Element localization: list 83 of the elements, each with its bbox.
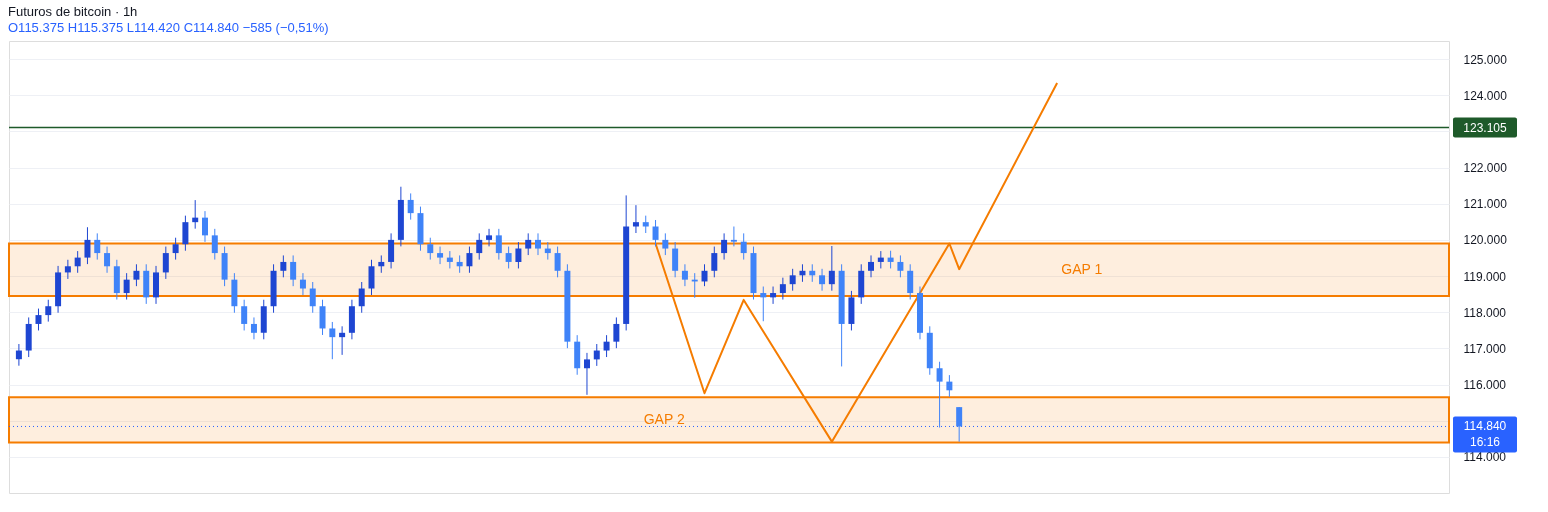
candlestick (525, 232, 532, 256)
y-tick-label: 120.000 (1463, 233, 1508, 248)
candlestick (770, 286, 777, 305)
candlestick (868, 254, 875, 278)
candlestick (515, 241, 522, 269)
candlestick (779, 277, 786, 301)
candlestick (104, 246, 111, 274)
candlestick (45, 299, 52, 323)
candlestick (466, 246, 473, 274)
candlestick (936, 361, 943, 429)
candlestick (495, 228, 502, 261)
candlestick (721, 232, 728, 261)
candlestick (437, 246, 444, 265)
candlestick (446, 250, 453, 269)
candlestick (280, 254, 287, 278)
candlestick (583, 352, 590, 396)
candlestick (956, 406, 963, 443)
candlestick (319, 299, 326, 336)
candlestick (486, 228, 493, 247)
band-label: GAP 2 (643, 410, 685, 427)
candlestick (554, 246, 561, 278)
chart-subtitle: O115.375 H115.375 L114.420 C114.840 −585 (−0,51%) (8, 20, 329, 35)
candlestick (84, 226, 91, 265)
candlestick (730, 226, 737, 247)
candlestick (329, 321, 336, 360)
candlestick (632, 204, 639, 234)
candlestick (613, 316, 620, 349)
candlestick (427, 237, 434, 261)
y-tick-label: 114.000 (1463, 450, 1507, 465)
candlestick (819, 268, 826, 292)
candlestick (505, 246, 512, 269)
candlestick (211, 228, 218, 261)
chart-title: Futuros de bitcoin · 1h (8, 4, 138, 19)
candlestick (681, 263, 688, 287)
ref-line-label: 123.105 (1463, 120, 1508, 135)
candlestick (603, 334, 610, 358)
y-tick-label: 117.000 (1463, 341, 1507, 356)
candlestick (290, 254, 297, 287)
candlestick (946, 374, 953, 398)
candlestick (907, 263, 914, 301)
candlestick (897, 254, 904, 278)
y-tick-label: 118.000 (1463, 305, 1507, 320)
candlestick (172, 237, 179, 261)
candlestick (652, 219, 659, 247)
text: 16:16 (1469, 435, 1501, 450)
y-tick-label: 119.000 (1463, 269, 1507, 284)
candlestick (662, 232, 669, 256)
candlestick (64, 259, 71, 280)
candlestick (711, 246, 718, 278)
candlestick (701, 263, 708, 287)
y-tick-label: 125.000 (1463, 52, 1508, 67)
candlestick (182, 215, 189, 252)
y-tick-label: 124.000 (1463, 88, 1508, 103)
y-tick-label: 122.000 (1463, 161, 1508, 176)
candlestick (760, 286, 767, 322)
y-tick-label: 121.000 (1463, 197, 1508, 212)
candlestick (789, 268, 796, 292)
band-label: GAP 1 (1061, 260, 1103, 277)
candlestick (201, 210, 208, 243)
candlestick (593, 343, 600, 367)
candlestick (74, 250, 81, 274)
y-tick-label: 116.000 (1463, 378, 1507, 393)
candlestick (388, 232, 395, 269)
candlestick (407, 192, 414, 221)
candlestick (740, 232, 747, 261)
candlestick (123, 272, 130, 301)
candlestick (476, 232, 483, 261)
candlestick (672, 241, 679, 278)
candlestick (162, 246, 169, 280)
ref-line-label: 114.840 (1463, 419, 1507, 434)
candlestick (358, 281, 365, 314)
candlestick (368, 259, 375, 296)
candlestick (535, 232, 542, 256)
candlestick (339, 325, 346, 356)
candlestick (15, 343, 22, 367)
candlestick (309, 281, 316, 314)
candlestick (94, 232, 101, 261)
candlestick (250, 316, 257, 340)
candlestick (241, 299, 248, 331)
candlestick (35, 308, 42, 331)
candlestick (133, 263, 140, 287)
candlestick (299, 272, 306, 296)
candlestick (828, 245, 835, 292)
